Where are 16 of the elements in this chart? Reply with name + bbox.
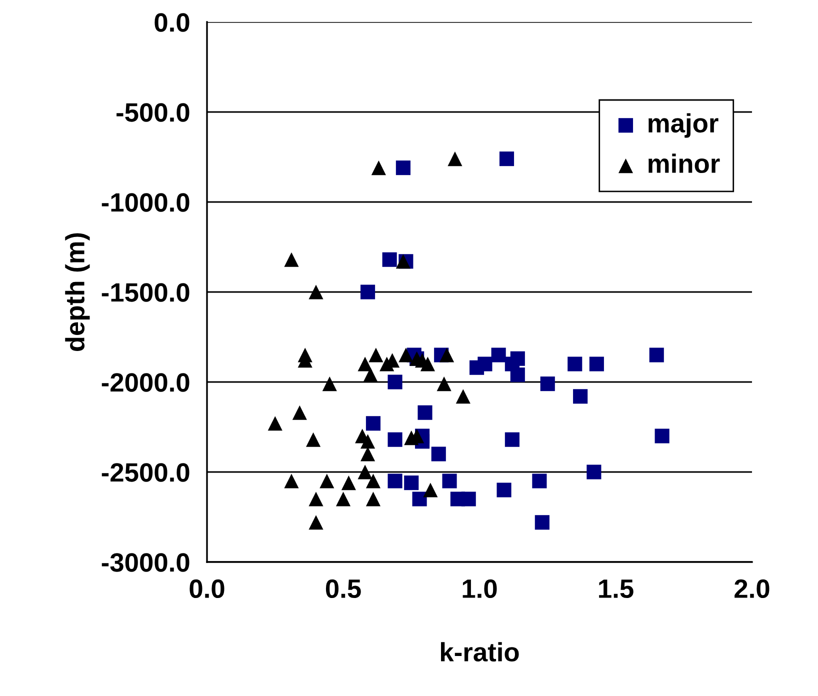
y-tick-label: -500.0: [116, 103, 190, 122]
y-tick-label: -1500.0: [102, 283, 190, 302]
y-tick-label: -1000.0: [102, 193, 190, 212]
x-tick-label: 0.5: [326, 579, 361, 598]
x-tick-label: 0.0: [190, 579, 224, 598]
y-tick-label: -3000.0: [102, 553, 190, 572]
legend-label: minor: [648, 154, 720, 174]
y-axis-title: depth (m): [65, 233, 90, 352]
x-tick-label: 1.0: [462, 579, 497, 598]
y-tick-label: -2500.0: [102, 463, 190, 482]
y-tick-label: -2000.0: [102, 373, 190, 392]
legend-label: major: [648, 113, 718, 138]
x-tick-label: 1.5: [599, 580, 634, 598]
y-tick-label: 0.0: [154, 13, 190, 32]
x-axis-title: k-ratio: [441, 642, 519, 662]
x-tick-label: 2.0: [734, 579, 770, 598]
